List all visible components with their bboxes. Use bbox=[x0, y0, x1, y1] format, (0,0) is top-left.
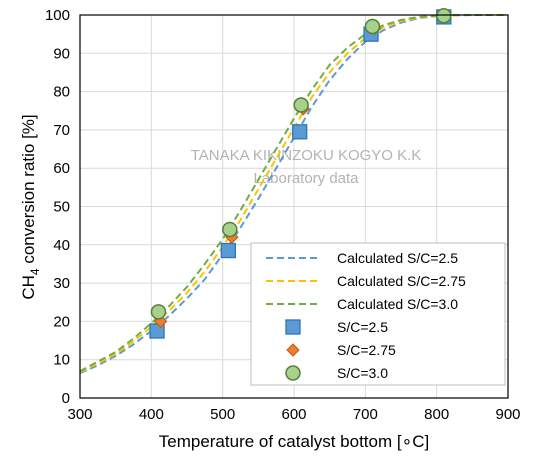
legend-marker-swatch bbox=[285, 365, 301, 381]
data-point-series-5 bbox=[293, 97, 309, 113]
plot-frame bbox=[79, 14, 509, 399]
x-tick-label: 500 bbox=[210, 406, 235, 423]
x-tick-label: 900 bbox=[495, 406, 520, 423]
x-tick-label: 400 bbox=[139, 406, 164, 423]
x-tick-label: 700 bbox=[353, 406, 378, 423]
legend: Calculated S/C=2.5 Calculated S/C=2.75 Cal… bbox=[250, 242, 506, 386]
y-axis-ticks: 0 10 20 30 40 50 60 70 80 90 100 bbox=[45, 7, 70, 407]
legend-marker-swatch bbox=[285, 319, 301, 335]
legend-label: Calculated S/C=2.75 bbox=[337, 273, 466, 289]
legend-label: S/C=2.5 bbox=[337, 319, 388, 335]
y-axis-label-suffix: conversion ratio [%] bbox=[19, 114, 38, 268]
legend-label: S/C=2.75 bbox=[337, 342, 396, 358]
legend-box bbox=[250, 242, 506, 386]
legend-label: S/C=3.0 bbox=[337, 365, 388, 381]
y-tick-label: 40 bbox=[53, 237, 70, 254]
y-tick-label: 20 bbox=[53, 313, 70, 330]
y-tick-label: 50 bbox=[53, 199, 70, 216]
y-tick-label: 90 bbox=[53, 45, 70, 62]
y-axis-label-subscript: 4 bbox=[28, 268, 42, 275]
y-axis-label: CH4 conversion ratio [%] bbox=[19, 114, 42, 299]
legend-marker-swatch bbox=[286, 343, 300, 357]
watermark: TANAKA KIKINZOKU KOGYO K.K Laboratory da… bbox=[191, 147, 422, 187]
watermark-line-1: TANAKA KIKINZOKU KOGYO K.K bbox=[191, 147, 422, 164]
series-markers bbox=[149, 8, 452, 339]
y-tick-label: 10 bbox=[53, 352, 70, 369]
x-axis-ticks: 300 400 500 600 700 800 900 bbox=[67, 406, 520, 423]
data-point-series-5 bbox=[222, 221, 238, 238]
data-point-series-5 bbox=[150, 304, 167, 320]
data-point-series-3 bbox=[292, 124, 308, 140]
y-tick-label: 100 bbox=[45, 7, 70, 24]
y-tick-label: 0 bbox=[62, 390, 70, 407]
data-point-series-5 bbox=[436, 8, 452, 24]
data-point-series-3 bbox=[220, 242, 237, 259]
legend-label: Calculated S/C=3.0 bbox=[337, 296, 458, 312]
data-point-series-5 bbox=[364, 18, 381, 35]
legend-label: Calculated S/C=2.5 bbox=[337, 250, 458, 266]
x-tick-label: 300 bbox=[67, 406, 92, 423]
y-tick-label: 70 bbox=[53, 122, 70, 139]
watermark-line-2: Laboratory data bbox=[253, 170, 359, 187]
x-tick-label: 600 bbox=[281, 406, 306, 423]
y-tick-label: 80 bbox=[53, 84, 70, 101]
y-axis-label-prefix: CH bbox=[19, 275, 38, 300]
y-tick-label: 30 bbox=[53, 275, 70, 292]
y-tick-label: 60 bbox=[53, 160, 70, 177]
x-tick-label: 800 bbox=[424, 406, 449, 423]
x-axis-label: Temperature of catalyst bottom [∘C] bbox=[159, 432, 429, 451]
